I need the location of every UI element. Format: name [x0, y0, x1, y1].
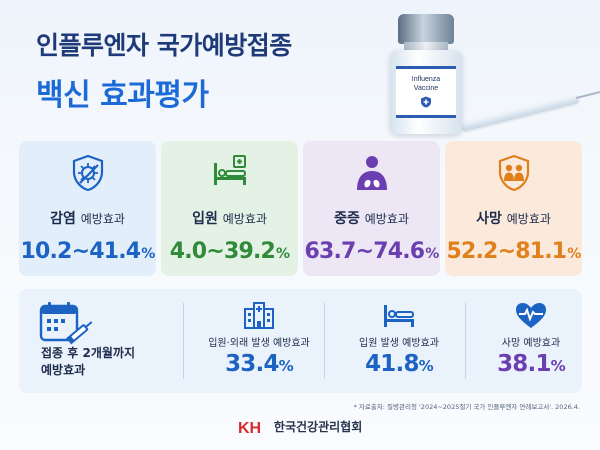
stat-death-value: 38.1%	[497, 351, 566, 377]
card-severe-value: 63.7~74.6%	[304, 239, 439, 264]
shield-plus-icon	[421, 96, 431, 108]
lungs-person-icon	[356, 156, 387, 190]
two-month-heading: 접종 후 2개월까지 예방효과	[19, 289, 179, 393]
card-death-label: 사망 예방효과	[476, 211, 551, 227]
syringe-icon	[460, 93, 580, 132]
card-death-value: 52.2~81.1%	[446, 239, 581, 264]
vial-label: Influenza Vaccine	[396, 66, 456, 118]
virus-shield-icon	[72, 154, 103, 192]
stat-hospitalization: 입원 발생 예방효과 41.8%	[334, 289, 464, 393]
family-shield-icon	[498, 154, 529, 192]
vaccine-vial-illustration: Influenza Vaccine	[380, 8, 580, 140]
card-severe: 중증 예방효과 63.7~74.6%	[303, 141, 440, 276]
card-severe-label: 중증 예방효과	[334, 211, 409, 227]
footer: KH 한국건강관리협회	[0, 418, 600, 435]
stat-outpatient-label: 입원·외래 발생 예방효과	[208, 338, 310, 349]
stat-hospitalization-value: 41.8%	[365, 351, 434, 377]
vial-label-line1: Influenza	[411, 76, 441, 83]
hospital-building-icon	[244, 302, 274, 329]
page-title-line1: 인플루엔자 국가예방접종	[36, 31, 292, 60]
divider	[465, 303, 466, 379]
stat-hospitalization-label: 입원 발생 예방효과	[359, 338, 439, 349]
divider	[183, 303, 184, 379]
card-infection-label: 감염 예방효과	[50, 211, 125, 227]
source-note: * 자료출처: 질병관리청 '2024~2025절기 국가 인플루엔자 연례보고…	[353, 403, 580, 411]
stat-death-label: 사망 예방효과	[501, 338, 561, 349]
calendar-syringe-icon	[39, 302, 93, 345]
card-infection-value: 10.2~41.4%	[20, 239, 155, 264]
stat-outpatient: 입원·외래 발생 예방효과 33.4%	[194, 289, 324, 393]
page-title-line2: 백신 효과평가	[36, 78, 209, 113]
card-hospitalization-value: 4.0~39.2%	[169, 239, 290, 264]
header: 인플루엔자 국가예방접종 백신 효과평가	[36, 26, 292, 114]
stat-outpatient-value: 33.4%	[225, 351, 294, 377]
heart-pulse-icon	[516, 303, 546, 328]
hospital-bed-icon	[213, 155, 246, 185]
bed-icon	[384, 305, 414, 327]
two-month-effect-panel: 접종 후 2개월까지 예방효과 입원·외래 발생 예방효과 33.4% 입원 발…	[19, 289, 582, 393]
card-infection: 감염 예방효과 10.2~41.4%	[19, 141, 156, 276]
stat-death: 사망 예방효과 38.1%	[466, 289, 596, 393]
card-hospitalization: 입원 예방효과 4.0~39.2%	[161, 141, 298, 276]
card-hospitalization-label: 입원 예방효과	[192, 211, 267, 227]
organization-name: 한국건강관리협회	[273, 420, 363, 434]
card-death: 사망 예방효과 52.2~81.1%	[445, 141, 582, 276]
kh-logo-icon: KH	[238, 420, 261, 435]
divider	[324, 303, 325, 379]
logo-text: KH	[238, 420, 261, 435]
two-month-heading-line1: 접종 후 2개월까지	[41, 346, 135, 360]
two-month-heading-line2: 예방효과	[41, 363, 86, 377]
vial-label-line2: Vaccine	[413, 85, 439, 92]
